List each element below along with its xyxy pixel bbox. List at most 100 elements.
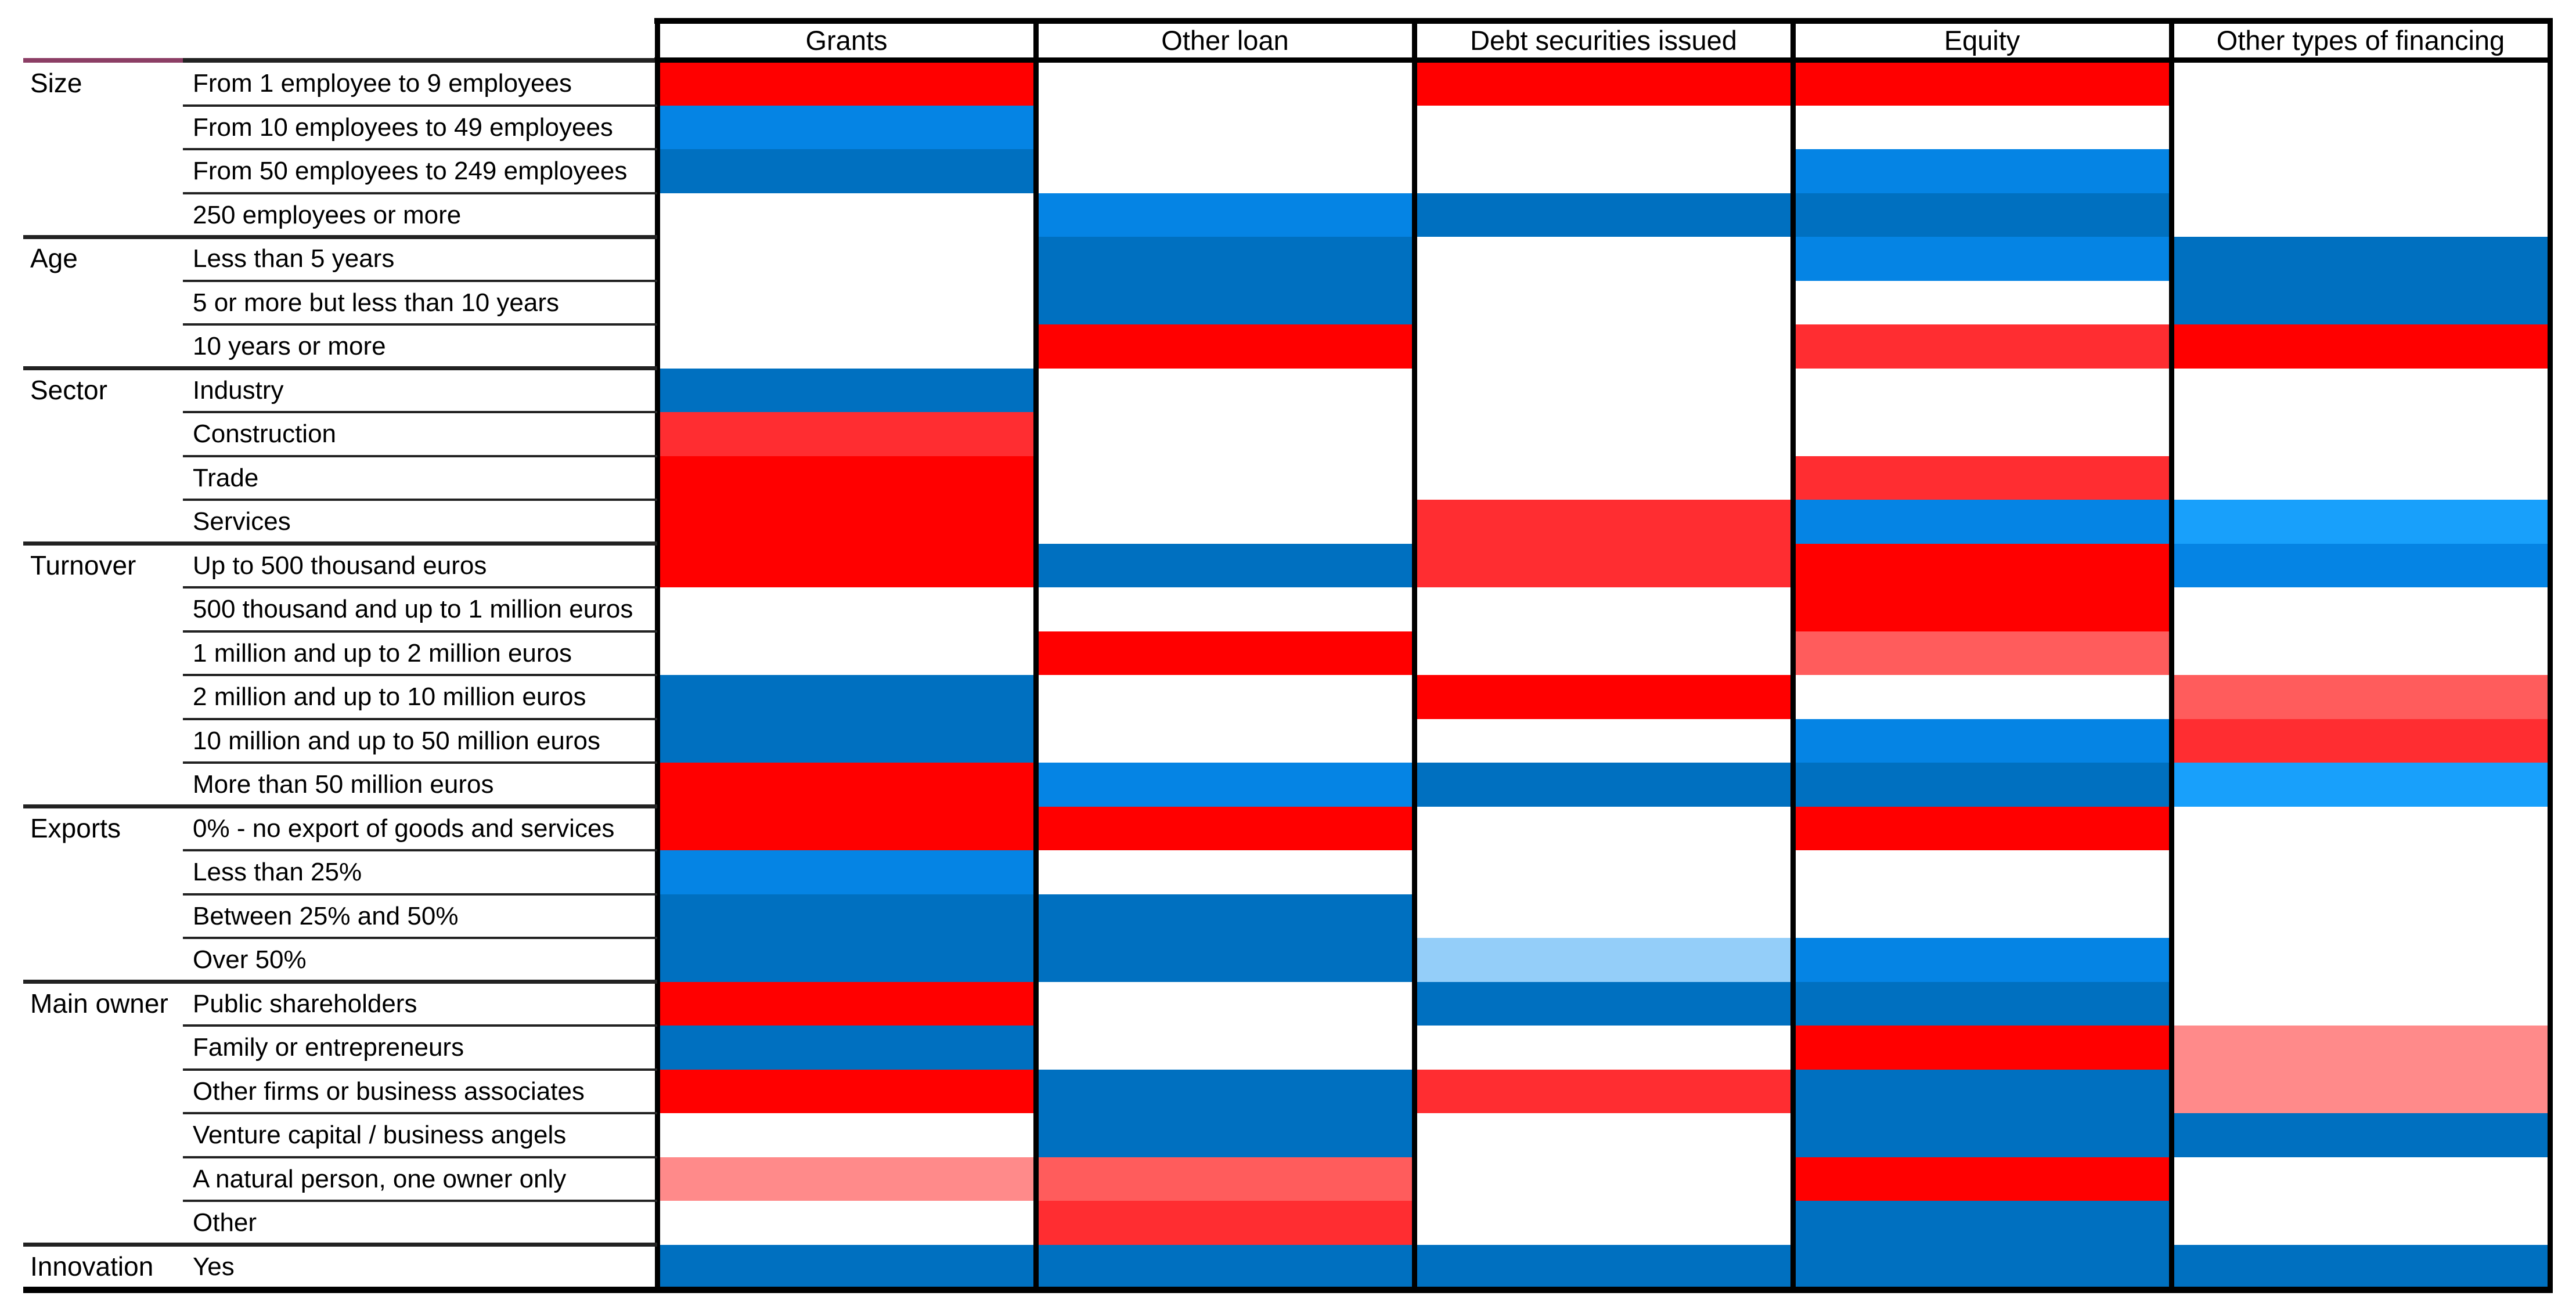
- heatmap-cell: [1414, 237, 1793, 281]
- heatmap-cell: [1036, 719, 1414, 763]
- category-divider: [23, 234, 657, 239]
- heatmap-cell: [2171, 850, 2550, 895]
- heatmap-cell: [1036, 1069, 1414, 1114]
- column-header-grants: Grants: [805, 25, 888, 56]
- heatmap-cell: [1036, 675, 1414, 720]
- heatmap-cell: [1414, 850, 1793, 895]
- heatmap-cell: [1036, 938, 1414, 983]
- heatmap-cell: [657, 938, 1036, 983]
- heatmap-cell: [1414, 1244, 1793, 1289]
- row-divider: [183, 148, 657, 150]
- row-label: Public shareholders: [193, 989, 417, 1018]
- heatmap-cell: [2171, 1157, 2550, 1201]
- heatmap-cell: [657, 1201, 1036, 1245]
- heatmap-cell: [657, 894, 1036, 938]
- heatmap-cell: [657, 1157, 1036, 1201]
- row-divider: [183, 630, 657, 633]
- heatmap-cell: [1036, 1026, 1414, 1070]
- row-label: Less than 5 years: [193, 244, 395, 273]
- row-label: Over 50%: [193, 945, 307, 974]
- column-border: [654, 18, 660, 1291]
- row-divider: [183, 104, 657, 107]
- row-label: A natural person, one owner only: [193, 1164, 567, 1193]
- heatmap-cell: [1036, 193, 1414, 237]
- heatmap-cell: [1036, 368, 1414, 413]
- heatmap-cell: [657, 806, 1036, 851]
- heatmap-cell: [657, 850, 1036, 895]
- category-divider: [23, 366, 657, 370]
- row-divider: [183, 499, 657, 501]
- row-divider: [183, 717, 657, 720]
- heatmap-cell: [1036, 1113, 1414, 1158]
- heatmap-cell: [1414, 412, 1793, 457]
- heatmap-cell: [1036, 62, 1414, 106]
- heatmap-cell: [657, 500, 1036, 544]
- heatmap-cell: [1793, 368, 2171, 413]
- heatmap-cell: [1793, 1244, 2171, 1289]
- heatmap-cell: [1414, 631, 1793, 676]
- heatmap-cell: [1036, 631, 1414, 676]
- heatmap-cell: [1414, 500, 1793, 544]
- heatmap-cell: [1036, 105, 1414, 150]
- heatmap-cell: [1414, 719, 1793, 763]
- heatmap-cell: [2171, 675, 2550, 720]
- heatmap-cell: [1793, 543, 2171, 588]
- heatmap-cell: [1793, 938, 2171, 983]
- heatmap-cell: [657, 237, 1036, 281]
- heatmap-cell: [1036, 237, 1414, 281]
- heatmap-cell: [657, 105, 1036, 150]
- row-label: Other: [193, 1208, 257, 1237]
- heatmap-cell: [1793, 324, 2171, 369]
- heatmap-cell: [2171, 631, 2550, 676]
- heatmap-cell: [2171, 280, 2550, 325]
- group-label-age: Age: [30, 243, 78, 273]
- heatmap-cell: [1793, 719, 2171, 763]
- heatmap-cell: [1793, 981, 2171, 1026]
- heatmap-cell: [657, 1069, 1036, 1114]
- heatmap-cell: [2171, 368, 2550, 413]
- heatmap-cell: [1793, 412, 2171, 457]
- row-divider: [183, 1024, 657, 1027]
- group-label-innovation: Innovation: [30, 1251, 154, 1281]
- row-divider: [183, 192, 657, 194]
- row-label: Yes: [193, 1252, 235, 1281]
- heatmap-cell: [1793, 500, 2171, 544]
- column-border: [1033, 18, 1039, 1291]
- row-label: 10 million and up to 50 million euros: [193, 726, 600, 755]
- heatmap-cell: [1036, 894, 1414, 938]
- row-label: Services: [193, 507, 291, 536]
- heatmap-cell: [1036, 587, 1414, 632]
- row-label: Industry: [193, 376, 284, 405]
- row-label: More than 50 million euros: [193, 770, 494, 799]
- heatmap-cell: [1036, 456, 1414, 500]
- heatmap-cell: [1414, 763, 1793, 807]
- heatmap-cell: [657, 280, 1036, 325]
- heatmap-cell: [1414, 894, 1793, 938]
- heatmap-cell: [1793, 1201, 2171, 1245]
- heatmap-cell: [2171, 981, 2550, 1026]
- heatmap-cell: [1793, 587, 2171, 632]
- heatmap-cell: [1036, 850, 1414, 895]
- heatmap-cell: [657, 587, 1036, 632]
- column-border: [2547, 18, 2553, 1291]
- row-label: Other firms or business associates: [193, 1077, 585, 1106]
- heatmap-cell: [1793, 806, 2171, 851]
- heatmap-cell: [1793, 1069, 2171, 1114]
- row-divider: [183, 1156, 657, 1158]
- heatmap-cell: [1414, 280, 1793, 325]
- group-label-turnover: Turnover: [30, 550, 136, 580]
- heatmap-cell: [657, 193, 1036, 237]
- heatmap-cell: [1793, 631, 2171, 676]
- heatmap-cell: [1414, 368, 1793, 413]
- heatmap-cell: [2171, 105, 2550, 150]
- heatmap-cell: [2171, 806, 2550, 851]
- row-label: From 50 employees to 249 employees: [193, 157, 628, 185]
- heatmap-cell: [657, 1113, 1036, 1158]
- grid-top-border: [654, 18, 2553, 24]
- heatmap-cell: [1036, 412, 1414, 457]
- heatmap-cell: [1414, 543, 1793, 588]
- heatmap-cell: [657, 675, 1036, 720]
- heatmap-cell: [1036, 981, 1414, 1026]
- heatmap-cell: [1036, 806, 1414, 851]
- row-label: 1 million and up to 2 million euros: [193, 638, 572, 667]
